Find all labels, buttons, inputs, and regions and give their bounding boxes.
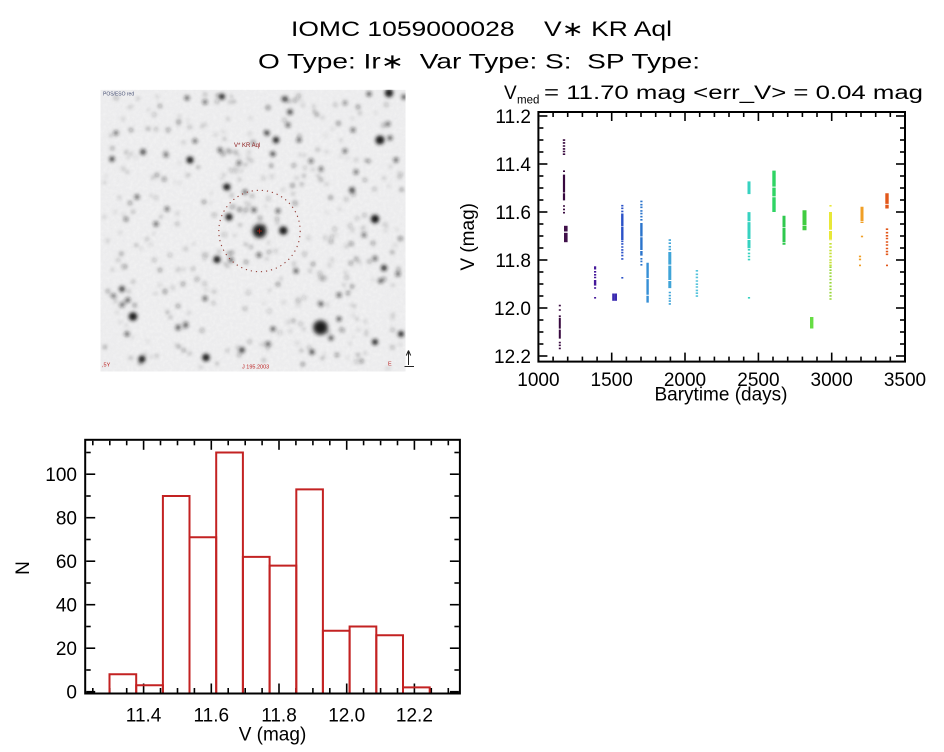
svg-text:1500: 1500 [591, 370, 633, 391]
svg-text:= 11.70 mag <err_V> = 0.04: = 11.70 mag <err_V> = 0.04 mag [544, 83, 923, 104]
svg-text:J 195.2003: J 195.2003 [242, 365, 269, 371]
svg-text:,5Y: ,5Y [102, 363, 111, 369]
svg-text:2500: 2500 [737, 370, 779, 391]
svg-text:11.6: 11.6 [194, 706, 230, 727]
svg-text:60: 60 [56, 552, 77, 573]
svg-text:11.4: 11.4 [126, 706, 162, 727]
svg-text:3500: 3500 [884, 370, 926, 391]
svg-text:11.6: 11.6 [495, 203, 531, 224]
svg-text:E: E [388, 362, 392, 368]
svg-text:12.2: 12.2 [494, 347, 531, 368]
svg-text:N: N [13, 561, 34, 575]
svg-text:med: med [517, 95, 539, 107]
svg-text:40: 40 [56, 596, 77, 617]
svg-text:O Type: Ir∗ Var Type: S: SP: O Type: Ir∗ Var Type: S: SP Type: [258, 51, 700, 74]
svg-text:POS/ESO red: POS/ESO red [103, 92, 134, 98]
svg-text:100: 100 [45, 465, 77, 486]
svg-text:11.8: 11.8 [261, 706, 297, 727]
svg-text:Barytime (days): Barytime (days) [654, 385, 787, 406]
svg-text:11.2: 11.2 [495, 107, 531, 128]
svg-text:1000: 1000 [517, 370, 559, 391]
svg-text:V* KR Aql: V* KR Aql [234, 143, 260, 149]
svg-text:80: 80 [56, 509, 77, 530]
svg-text:3000: 3000 [811, 370, 853, 391]
svg-text:20: 20 [56, 639, 77, 660]
svg-text:2000: 2000 [664, 370, 706, 391]
svg-text:V: V [504, 83, 517, 104]
svg-text:IOMC 1059000028 V∗ KR Aql: IOMC 1059000028 V∗ KR Aql [291, 18, 672, 41]
svg-text:11.4: 11.4 [495, 155, 531, 176]
svg-text:11.8: 11.8 [495, 251, 531, 272]
svg-text:V (mag): V (mag) [458, 203, 479, 271]
svg-text:12.0: 12.0 [328, 706, 365, 727]
svg-text:V (mag): V (mag) [239, 725, 307, 746]
svg-text:0: 0 [66, 683, 77, 704]
svg-text:12.0: 12.0 [494, 299, 531, 320]
svg-text:12.2: 12.2 [396, 706, 433, 727]
